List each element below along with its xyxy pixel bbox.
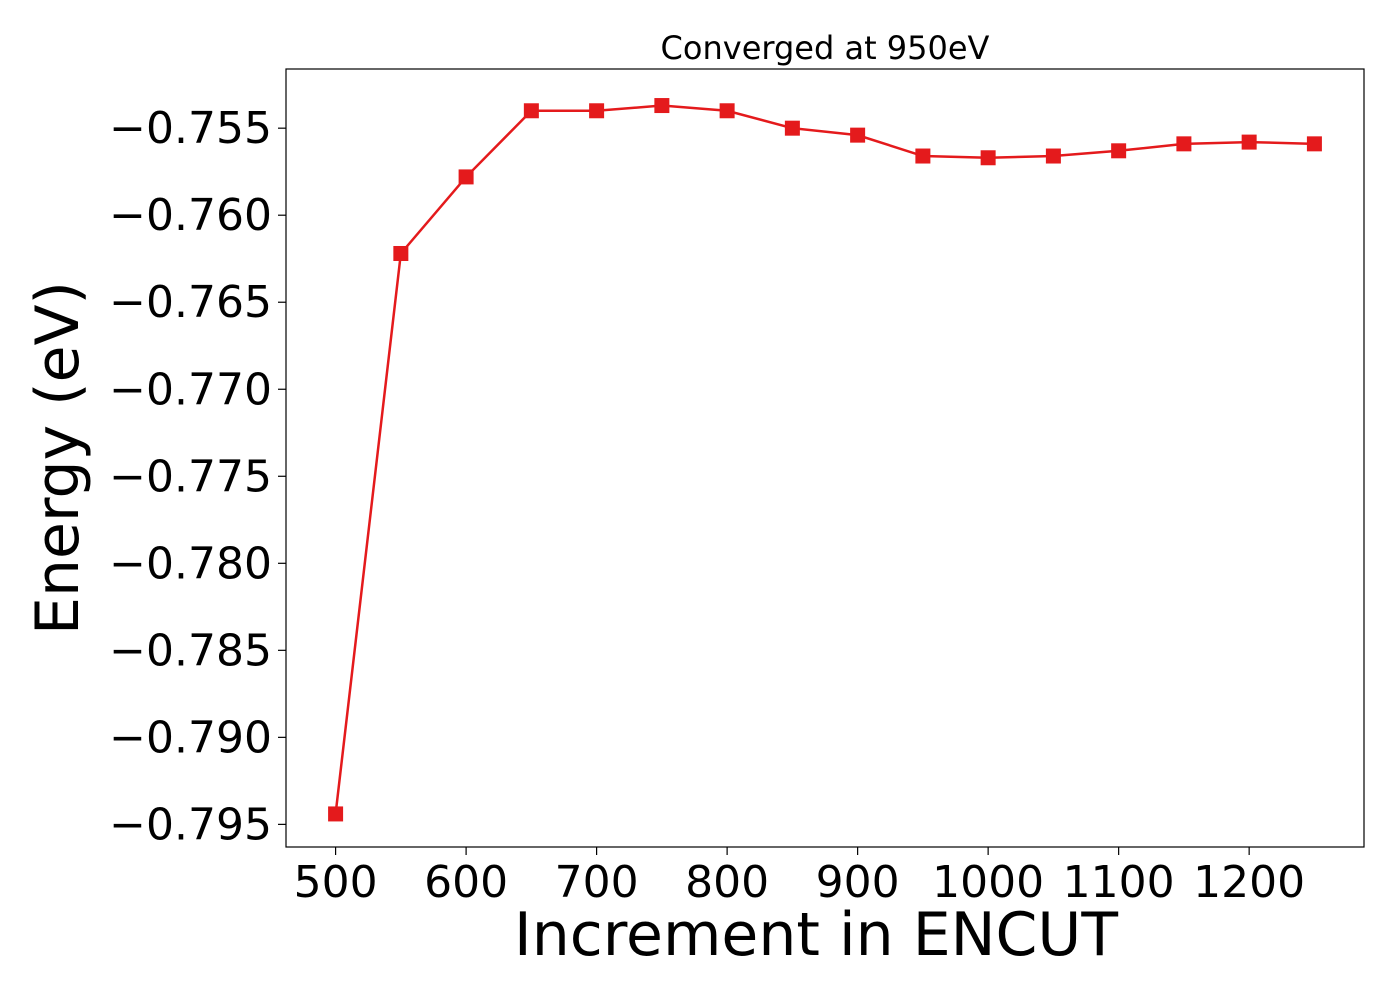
data-point-marker	[850, 127, 866, 143]
x-tick-label: 800	[685, 857, 769, 908]
y-tick-label: −0.755	[109, 103, 272, 154]
y-axis-title: Energy (eV)	[23, 281, 93, 635]
data-point-marker	[784, 120, 800, 136]
data-point-marker	[393, 245, 409, 261]
x-tick-label: 1000	[932, 857, 1044, 908]
x-tick-label: 700	[555, 857, 639, 908]
x-tick-label: 500	[294, 857, 378, 908]
y-tick-label: −0.780	[109, 538, 272, 589]
data-series	[328, 98, 1322, 822]
data-point-marker	[523, 103, 539, 119]
y-tick-label: −0.770	[109, 364, 272, 415]
data-point-marker	[915, 148, 931, 164]
y-tick-label: −0.785	[109, 625, 272, 676]
x-tick-label: 1200	[1193, 857, 1305, 908]
data-point-marker	[328, 806, 344, 822]
series-line	[334, 104, 1315, 815]
plot-area-frame	[285, 68, 1365, 848]
x-tick-label: 1100	[1063, 857, 1175, 908]
x-axis-title: Increment in ENCUT	[514, 900, 1118, 970]
data-point-marker	[1111, 143, 1127, 159]
x-tick-label: 900	[816, 857, 900, 908]
data-point-marker	[1306, 136, 1322, 152]
chart-title: Converged at 950eV	[661, 29, 990, 67]
x-axis: 500 600 700 800 900 1000 1100 1200	[294, 847, 1305, 908]
x-tick-label: 600	[424, 857, 508, 908]
data-point-marker	[589, 103, 605, 119]
data-point-marker	[1241, 134, 1257, 150]
y-tick-label: −0.765	[109, 277, 272, 328]
data-point-marker	[719, 103, 735, 119]
y-tick-label: −0.795	[109, 799, 272, 850]
y-tick-label: −0.790	[109, 712, 272, 763]
data-point-marker	[1045, 148, 1061, 164]
y-tick-label: −0.760	[109, 190, 272, 241]
y-axis: −0.755 −0.760 −0.765 −0.770 −0.775 −0.780 −0.7…	[109, 103, 286, 850]
data-point-marker	[458, 169, 474, 185]
data-point-marker	[980, 150, 996, 166]
y-tick-label: −0.775	[109, 451, 272, 502]
data-point-marker	[1176, 136, 1192, 152]
data-point-marker	[654, 98, 670, 114]
